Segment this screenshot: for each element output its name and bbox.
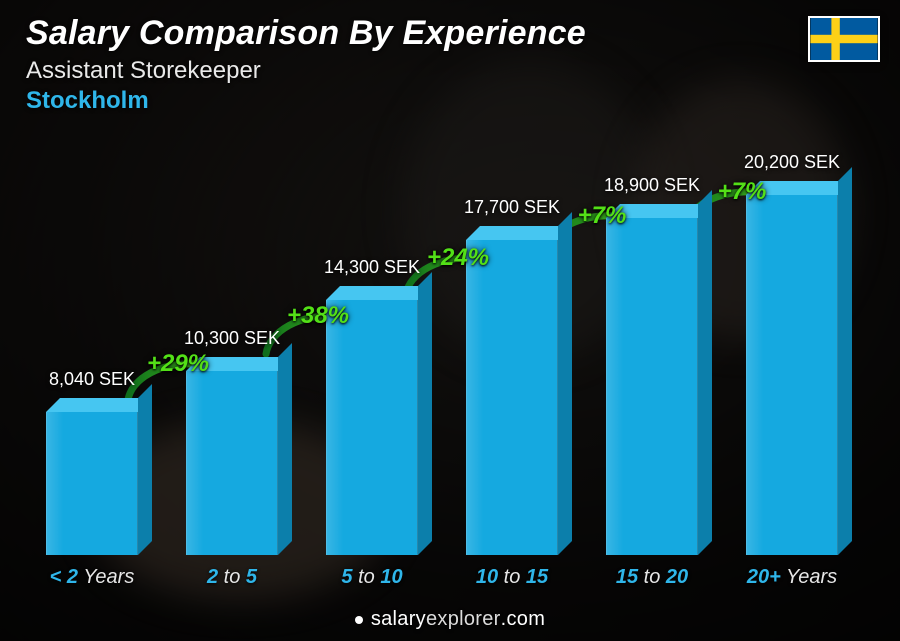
x-tick-label: 15 to 20 [596,566,708,589]
x-tick-label: 5 to 10 [316,566,428,589]
salary-chart: 8,040 SEK10,300 SEK14,300 SEK17,700 SEK1… [32,160,852,555]
bar-column: 10,300 SEK [176,371,288,555]
x-axis: < 2 Years 2 to 5 5 to 10 10 to 15 15 to 20 20… [32,566,852,589]
country-flag-icon [808,16,880,62]
bar-column: 18,900 SEK [596,218,708,555]
city-label: Stockholm [26,87,586,115]
infographic-stage: Salary Comparison By Experience Assistan… [0,0,900,641]
brand-text: salaryexplorer.com [371,608,545,631]
x-tick-label: 10 to 15 [456,566,568,589]
bar [46,412,138,555]
growth-pct-label: +7% [718,178,767,206]
bar-column: 14,300 SEK [316,300,428,555]
footer-brand: salaryexplorer.com [0,608,900,631]
growth-pct-label: +24% [427,244,489,272]
bar [466,240,558,555]
bar [326,300,418,555]
x-tick-label: 2 to 5 [176,566,288,589]
bar-column: 17,700 SEK [456,240,568,555]
page-subtitle: Assistant Storekeeper [26,57,586,85]
growth-pct-label: +29% [147,350,209,378]
bar [606,218,698,555]
title-block: Salary Comparison By Experience Assistan… [26,14,586,115]
bar-column: 20,200 SEK [736,195,848,555]
bar [186,371,278,555]
bar [746,195,838,555]
bar-column: 8,040 SEK [36,412,148,555]
page-title: Salary Comparison By Experience [26,14,586,53]
x-tick-label: 20+ Years [736,566,848,589]
growth-pct-label: +38% [287,302,349,330]
growth-pct-label: +7% [578,202,627,230]
brand-dot-icon [355,616,363,624]
x-tick-label: < 2 Years [36,566,148,589]
